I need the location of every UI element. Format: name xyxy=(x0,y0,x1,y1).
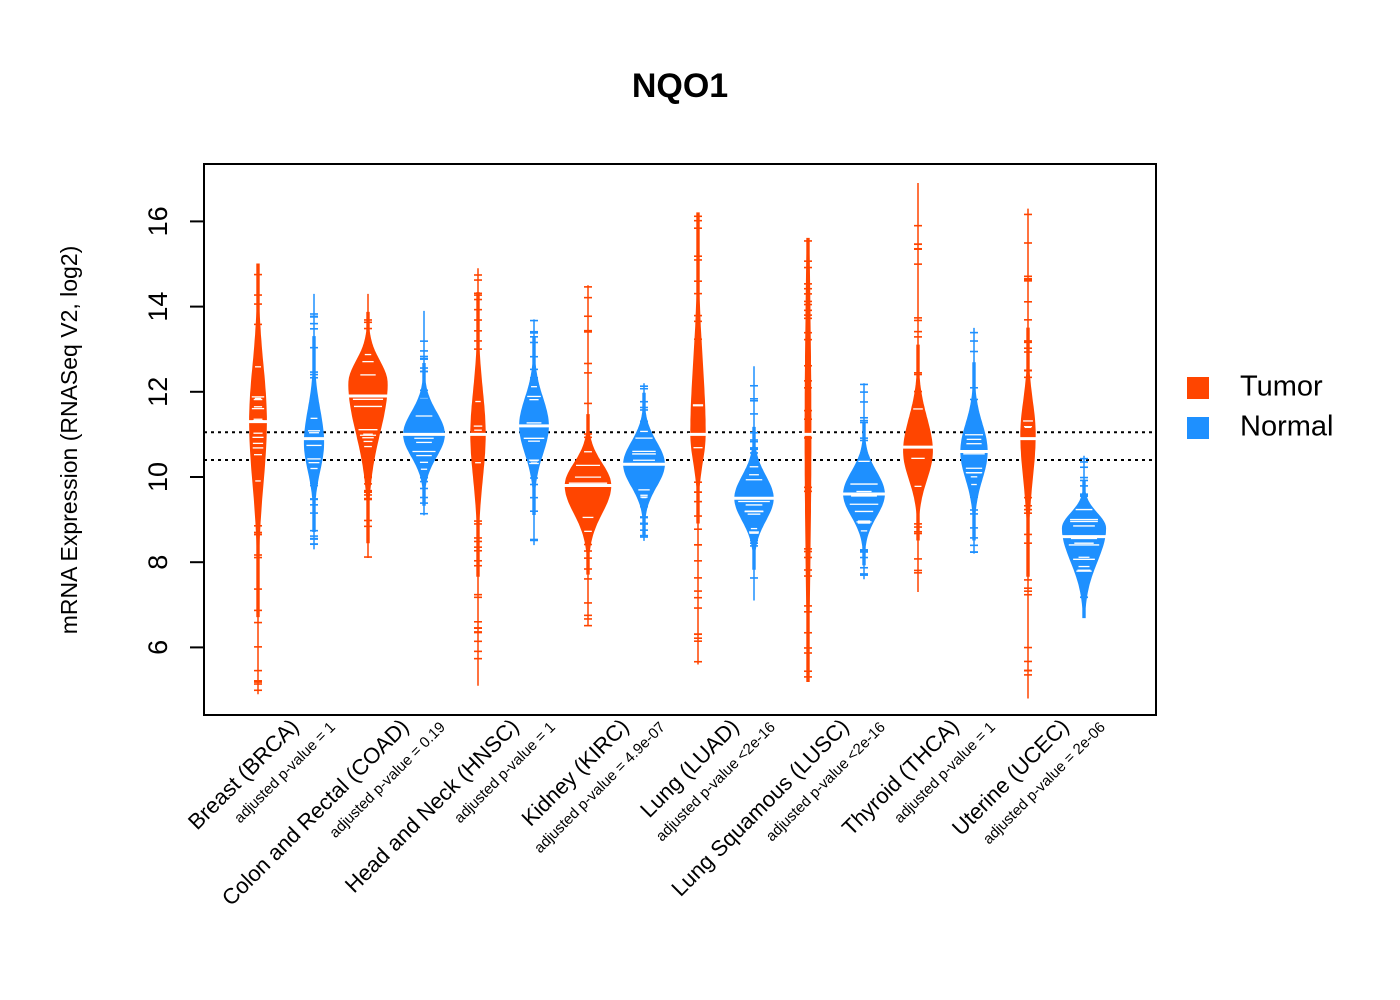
tumor-violin xyxy=(348,311,388,544)
normal-violin xyxy=(303,336,325,532)
violin-group xyxy=(346,293,448,558)
y-tick-label: 16 xyxy=(143,206,173,236)
tumor-violin xyxy=(690,212,706,524)
violin-group xyxy=(900,183,991,593)
y-tick-label: 12 xyxy=(143,377,173,407)
reference-lines xyxy=(204,431,1156,461)
tumor-sample-ticks xyxy=(1023,213,1033,676)
tumor-sample-ticks xyxy=(568,286,608,627)
legend-swatch-normal xyxy=(1187,417,1209,439)
tumor-sample-ticks xyxy=(473,274,483,660)
y-tick-label: 14 xyxy=(143,292,173,322)
y-axis: 6 8 10 12 14 16 xyxy=(143,206,204,655)
tumor-sample-ticks xyxy=(692,215,704,663)
legend: Tumor Normal xyxy=(1187,371,1333,443)
violins xyxy=(246,183,1108,699)
plot-frame xyxy=(203,163,1157,716)
tumor-violin xyxy=(1020,327,1036,577)
tumor-sample-ticks xyxy=(352,319,384,558)
normal-sample-ticks xyxy=(1068,457,1100,599)
normal-sample-ticks xyxy=(523,319,545,542)
y-tick-label: 8 xyxy=(143,555,173,570)
y-axis-label: mRNA Expression (RNASeq V2, log2) xyxy=(56,246,82,635)
violin-group xyxy=(467,268,552,686)
tumor-violin xyxy=(903,344,933,541)
violin-group xyxy=(798,237,888,682)
normal-sample-ticks xyxy=(738,384,770,579)
normal-sample-ticks xyxy=(632,385,656,538)
normal-sample-ticks xyxy=(412,340,436,515)
violin-group xyxy=(562,285,668,627)
legend-label-tumor: Tumor xyxy=(1240,371,1323,403)
violin-group xyxy=(246,263,327,695)
tumor-sample-ticks xyxy=(251,273,265,692)
chart-title: NQO1 xyxy=(632,67,728,105)
tumor-violin xyxy=(564,414,612,575)
y-tick-label: 6 xyxy=(143,640,173,655)
tumor-violin xyxy=(249,263,267,618)
y-tick-label: 10 xyxy=(143,462,173,492)
normal-sample-ticks xyxy=(306,313,322,546)
normal-sample-ticks xyxy=(963,331,985,553)
legend-swatch-tumor xyxy=(1187,377,1209,399)
violin-group xyxy=(687,212,777,665)
legend-label-normal: Normal xyxy=(1240,411,1333,443)
normal-sample-ticks xyxy=(849,383,879,576)
violin-group xyxy=(1017,208,1108,699)
